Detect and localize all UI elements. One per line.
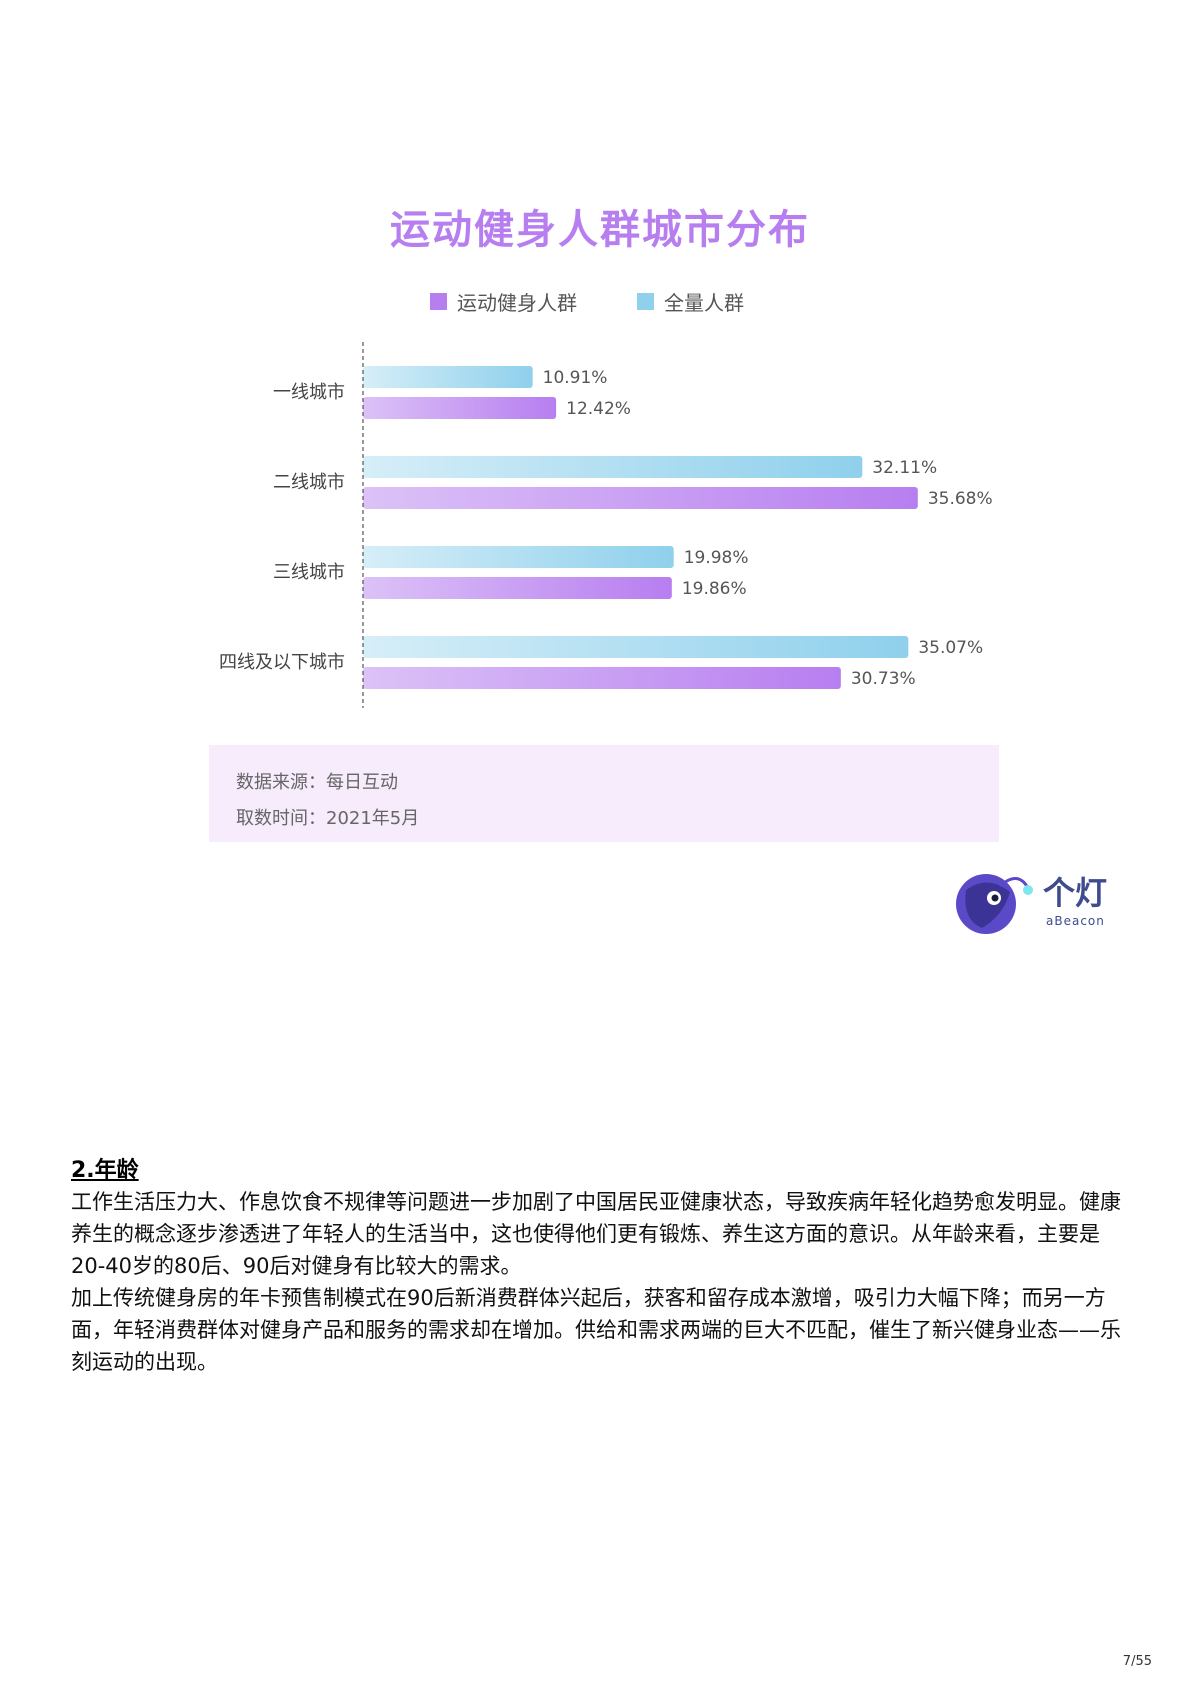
category-label: 一线城市 bbox=[273, 382, 345, 403]
category-label: 二线城市 bbox=[273, 472, 345, 493]
bar bbox=[363, 667, 841, 689]
legend-swatch-fitness bbox=[430, 293, 447, 310]
logo-subtitle: aBeacon bbox=[1046, 914, 1105, 928]
data-label: 19.86% bbox=[682, 579, 747, 599]
bar bbox=[363, 636, 909, 658]
legend-item-fitness: 运动健身人群 bbox=[430, 287, 577, 316]
chart-legend: 运动健身人群 全量人群 bbox=[430, 287, 744, 316]
legend-label-fitness: 运动健身人群 bbox=[457, 291, 577, 315]
data-label: 19.98% bbox=[684, 548, 749, 568]
abeacon-logo: 个灯 aBeacon bbox=[948, 868, 1118, 938]
data-label: 32.11% bbox=[872, 458, 937, 478]
bar bbox=[363, 577, 672, 599]
bar bbox=[363, 366, 533, 388]
data-date-text: 取数时间：2021年5月 bbox=[236, 808, 420, 829]
category-label: 四线及以下城市 bbox=[219, 652, 345, 673]
legend-swatch-all bbox=[637, 293, 654, 310]
section-heading: 2.年龄 bbox=[71, 1158, 139, 1183]
logo-name: 个灯 bbox=[1043, 874, 1108, 912]
page-number: 7/55 bbox=[1122, 1654, 1152, 1669]
chart-title: 运动健身人群城市分布 bbox=[390, 207, 810, 253]
category-label: 三线城市 bbox=[273, 562, 345, 583]
body-text: 工作生活压力大、作息饮食不规律等问题进一步加剧了中国居民亚健康状态，导致疾病年轻… bbox=[71, 1186, 1131, 1378]
legend-label-all: 全量人群 bbox=[664, 291, 744, 315]
bar-chart: 一线城市 10.91% 12.42% 二线城市 32.11% 35.68% 三线城市 19.9… bbox=[219, 342, 993, 708]
data-label: 10.91% bbox=[543, 368, 608, 388]
data-label: 12.42% bbox=[566, 399, 631, 419]
paragraph-1: 工作生活压力大、作息饮食不规律等问题进一步加剧了中国居民亚健康状态，导致疾病年轻… bbox=[71, 1190, 1121, 1278]
legend-item-all: 全量人群 bbox=[637, 287, 744, 316]
data-source-text: 数据来源：每日互动 bbox=[236, 772, 398, 793]
bar bbox=[363, 487, 918, 509]
paragraph-2: 加上传统健身房的年卡预售制模式在90后新消费群体兴起后，获客和留存成本激增，吸引… bbox=[71, 1286, 1121, 1374]
data-label: 35.07% bbox=[918, 638, 983, 658]
data-label: 35.68% bbox=[928, 489, 993, 509]
anglerfish-icon bbox=[956, 874, 1033, 934]
bar bbox=[363, 546, 674, 568]
source-box: 数据来源：每日互动 取数时间：2021年5月 bbox=[209, 745, 999, 842]
bar bbox=[363, 397, 557, 419]
data-label: 30.73% bbox=[851, 669, 916, 689]
bar bbox=[363, 456, 863, 478]
